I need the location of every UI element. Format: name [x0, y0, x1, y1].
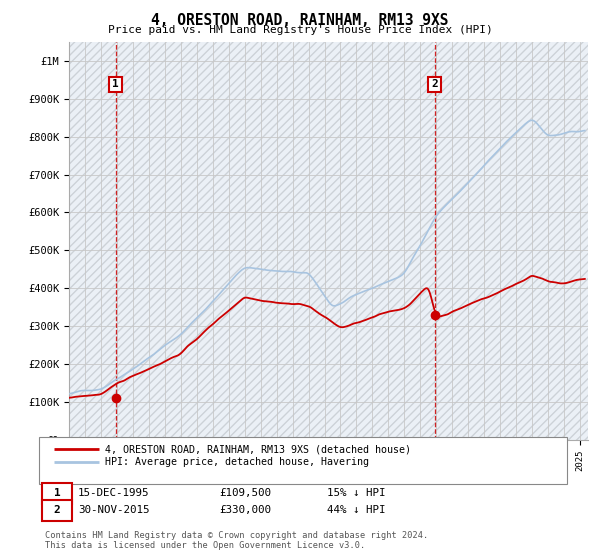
Text: 1: 1 [112, 80, 119, 90]
Text: 2: 2 [53, 505, 61, 515]
Text: 4, ORESTON ROAD, RAINHAM, RM13 9XS: 4, ORESTON ROAD, RAINHAM, RM13 9XS [151, 13, 449, 28]
Text: 30-NOV-2015: 30-NOV-2015 [78, 505, 149, 515]
Text: 1: 1 [53, 488, 61, 498]
Text: 2: 2 [431, 80, 438, 90]
Text: 15% ↓ HPI: 15% ↓ HPI [327, 488, 386, 498]
Text: 15-DEC-1995: 15-DEC-1995 [78, 488, 149, 498]
Text: Contains HM Land Registry data © Crown copyright and database right 2024.
This d: Contains HM Land Registry data © Crown c… [45, 531, 428, 550]
Text: £330,000: £330,000 [219, 505, 271, 515]
Text: Price paid vs. HM Land Registry's House Price Index (HPI): Price paid vs. HM Land Registry's House … [107, 25, 493, 35]
Text: HPI: Average price, detached house, Havering: HPI: Average price, detached house, Have… [105, 458, 369, 467]
Text: £109,500: £109,500 [219, 488, 271, 498]
Text: 44% ↓ HPI: 44% ↓ HPI [327, 505, 386, 515]
Text: 4, ORESTON ROAD, RAINHAM, RM13 9XS (detached house): 4, ORESTON ROAD, RAINHAM, RM13 9XS (deta… [105, 445, 411, 454]
